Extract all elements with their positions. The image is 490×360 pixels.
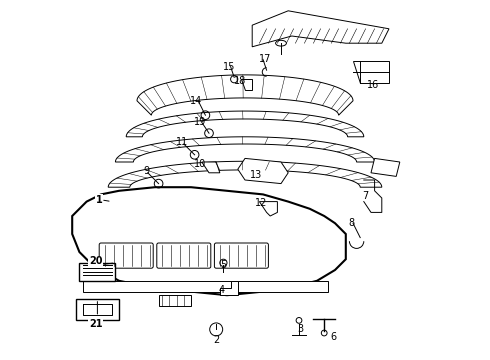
Text: 14: 14 [190,96,202,106]
Text: 15: 15 [222,62,235,72]
Text: 7: 7 [363,191,368,201]
Polygon shape [371,158,400,176]
Text: 5: 5 [220,260,226,270]
Polygon shape [79,263,116,281]
Text: 10: 10 [194,159,206,169]
Text: 19: 19 [194,117,206,127]
Polygon shape [238,158,288,184]
FancyBboxPatch shape [99,243,153,268]
Text: 6: 6 [330,332,336,342]
Text: 16: 16 [367,80,379,90]
FancyBboxPatch shape [215,243,269,268]
Polygon shape [116,137,374,162]
Polygon shape [76,299,119,320]
Text: 18: 18 [233,76,245,86]
Polygon shape [220,281,238,295]
Text: 13: 13 [250,170,262,180]
Polygon shape [159,295,191,306]
FancyBboxPatch shape [157,243,211,268]
Polygon shape [242,79,252,90]
Text: 3: 3 [298,324,304,334]
Polygon shape [202,162,220,173]
Polygon shape [83,281,328,292]
Polygon shape [353,61,389,83]
Text: 2: 2 [213,335,220,345]
Text: 11: 11 [176,137,188,147]
Polygon shape [108,161,382,187]
Ellipse shape [210,323,222,336]
Polygon shape [259,202,277,216]
Text: 9: 9 [143,166,149,176]
Polygon shape [126,111,364,137]
Text: 8: 8 [348,218,354,228]
Polygon shape [72,187,346,295]
Text: 17: 17 [259,54,271,64]
Text: 21: 21 [89,319,102,329]
Polygon shape [252,11,389,47]
Text: 4: 4 [219,285,224,295]
Polygon shape [137,75,353,115]
Text: 20: 20 [89,256,102,266]
Text: 1: 1 [96,195,102,205]
Text: 12: 12 [255,198,268,208]
Ellipse shape [220,259,227,266]
